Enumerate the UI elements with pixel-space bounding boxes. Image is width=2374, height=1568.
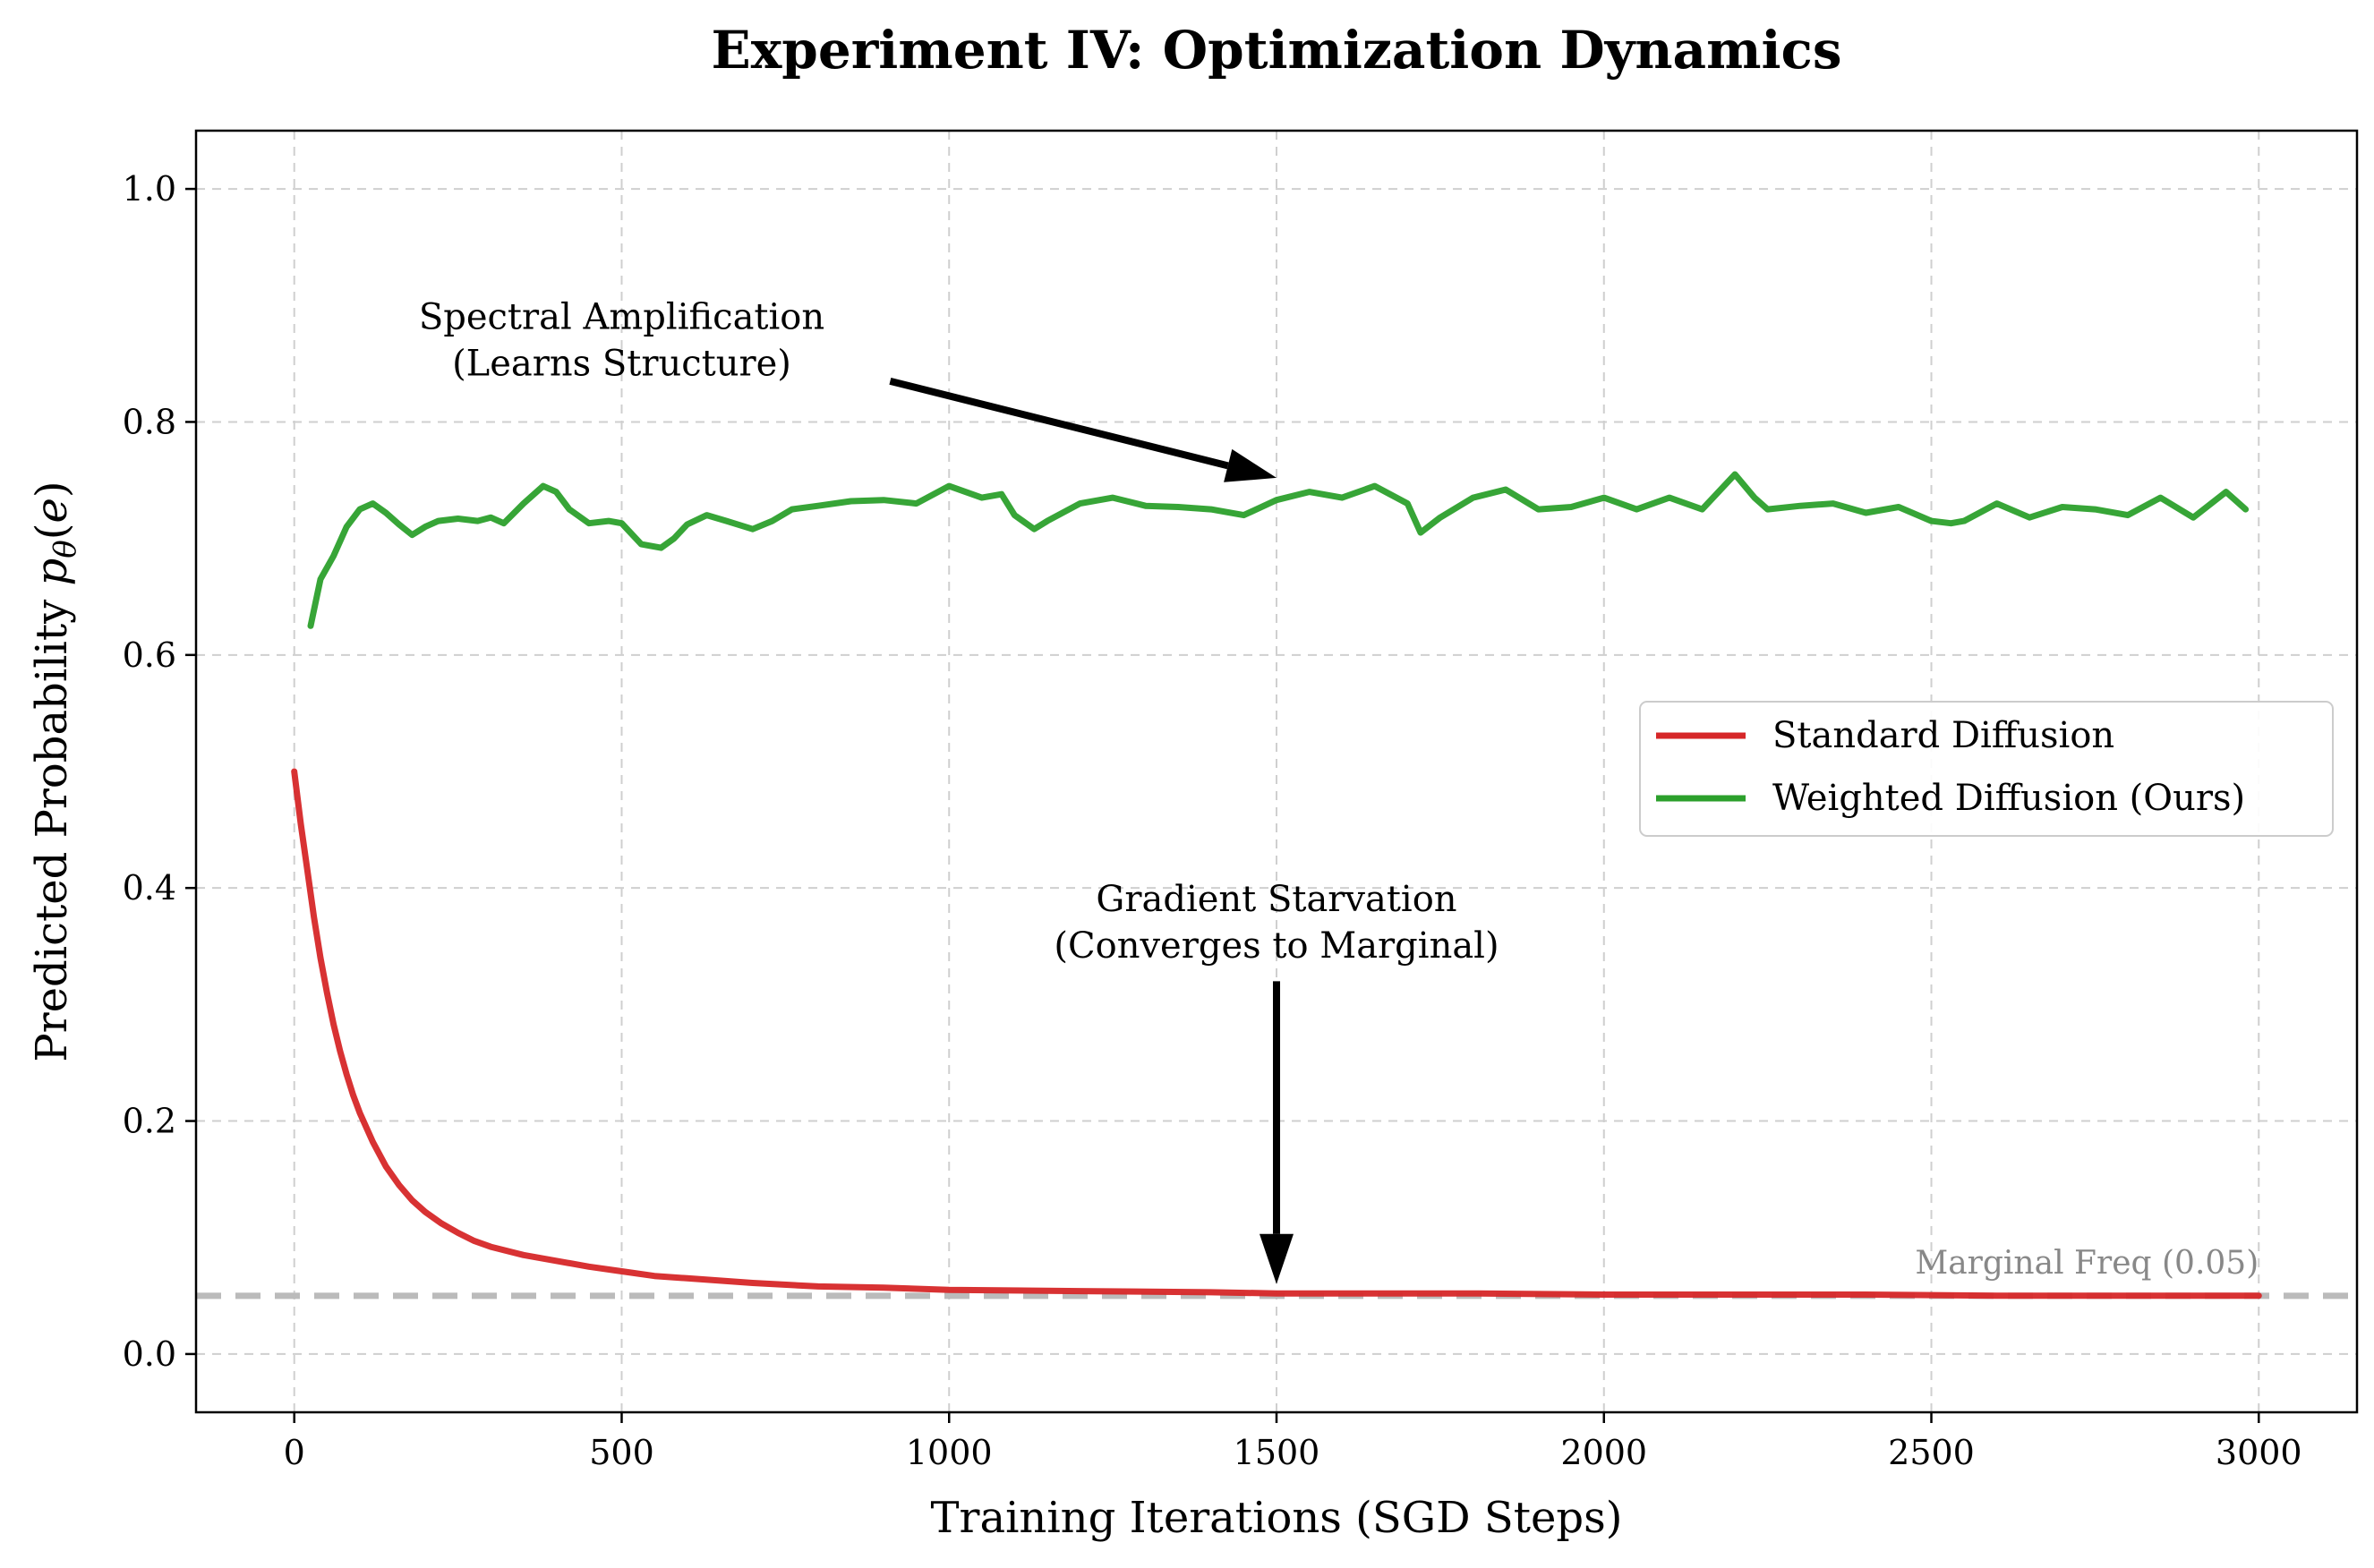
y-tick-label: 0.2 [123,1102,176,1141]
marginal-reference-label: Marginal Freq (0.05) [1915,1245,2259,1282]
axis-ticks: 0 500 1000 1500 2000 2500 3000 0.0 0.2 0.4 0.6 0.8 1… [123,169,2302,1472]
y-tick-label: 0.8 [123,402,176,441]
chart-title: Experiment IV: Optimization Dynamics [712,20,1842,81]
annotation-text: Spectral Amplification [419,296,824,337]
legend-label-standard: Standard Diffusion [1772,715,2114,756]
y-tick-label: 0.6 [123,635,176,675]
annotation-text: (Converges to Marginal) [1054,925,1499,967]
series-group [291,471,2262,1300]
x-tick-label: 500 [589,1433,654,1472]
y-axis-label: Predicted Probability pθ(e) [27,481,83,1061]
series-line-0 [291,768,2262,1300]
annotation-arrow-head [1224,448,1277,482]
x-axis-label: Training Iterations (SGD Steps) [930,1493,1622,1543]
y-tick-label: 0.4 [123,868,176,908]
x-tick-label: 2500 [1888,1433,1975,1472]
x-tick-label: 2000 [1560,1433,1647,1472]
x-tick-label: 3000 [2216,1433,2302,1472]
annotation-text: (Learns Structure) [452,343,791,384]
annotation-arrow-shaft [889,378,1229,470]
y-tick-label: 0.0 [123,1334,176,1374]
x-tick-label: 0 [284,1433,305,1472]
annotations: Spectral Amplification (Learns Structure)… [419,296,1499,1284]
y-tick-label: 1.0 [123,169,176,209]
x-tick-label: 1500 [1234,1433,1320,1472]
annotation-text: Gradient Starvation [1096,879,1456,920]
legend-label-weighted: Weighted Diffusion (Ours) [1772,778,2245,819]
legend-box [1639,701,2334,837]
grid [196,131,2357,1412]
annotation-arrow-head [1260,1233,1294,1284]
x-tick-label: 1000 [906,1433,993,1472]
series-line-1 [307,471,2250,629]
legend: Standard Diffusion Weighted Diffusion (O… [1639,701,2334,837]
